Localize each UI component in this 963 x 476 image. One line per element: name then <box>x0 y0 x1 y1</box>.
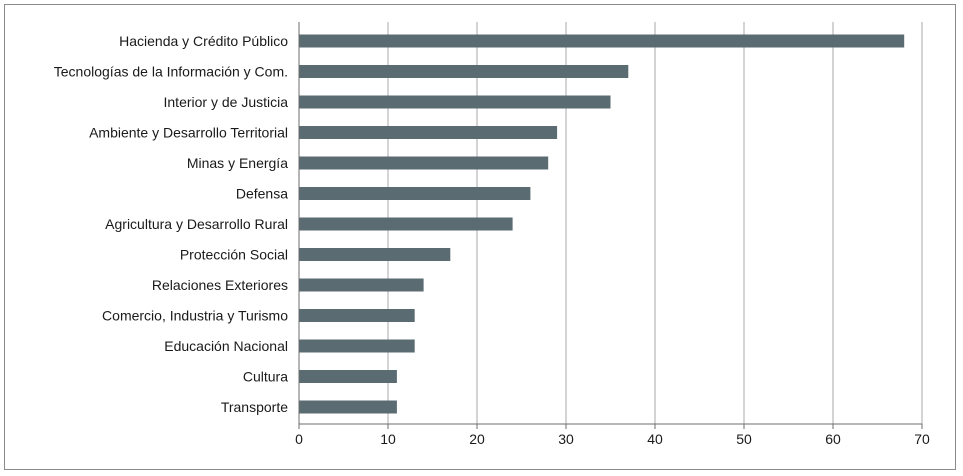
category-label-7: Protección Social <box>180 247 288 263</box>
bar-1 <box>299 65 629 78</box>
grid-lines <box>387 22 923 424</box>
tick-label-0: 0 <box>295 431 303 447</box>
chart-frame <box>4 4 956 470</box>
bar-12 <box>299 400 397 414</box>
tick-label-20: 20 <box>469 431 485 447</box>
tick-label-60: 60 <box>825 431 841 447</box>
bar-3 <box>299 126 558 139</box>
category-label-10: Educación Nacional <box>164 338 288 354</box>
bar-10 <box>299 339 415 353</box>
category-labels: Hacienda y Crédito Público Tecnologías de… <box>54 33 288 415</box>
category-label-4: Minas y Energía <box>187 155 288 171</box>
bars <box>299 34 905 414</box>
x-axis: 0 10 20 30 40 50 60 70 <box>295 22 930 447</box>
tick-label-40: 40 <box>647 431 663 447</box>
category-label-11: Cultura <box>243 369 288 385</box>
category-label-9: Comercio, Industria y Turismo <box>102 308 288 324</box>
bar-8 <box>299 278 424 292</box>
category-label-0: Hacienda y Crédito Público <box>119 33 288 49</box>
bar-5 <box>299 187 531 200</box>
bar-6 <box>299 217 513 231</box>
bar-2 <box>299 95 611 109</box>
bar-9 <box>299 309 415 322</box>
category-label-3: Ambiente y Desarrollo Territorial <box>89 125 288 141</box>
category-label-8: Relaciones Exteriores <box>152 277 288 293</box>
bar-4 <box>299 156 549 170</box>
bar-11 <box>299 370 397 383</box>
tick-label-50: 50 <box>736 431 752 447</box>
category-label-6: Agricultura y Desarrollo Rural <box>105 216 288 232</box>
bar-0 <box>299 34 905 48</box>
tick-label-10: 10 <box>380 431 396 447</box>
category-label-12: Transporte <box>221 399 288 415</box>
tick-label-70: 70 <box>914 431 930 447</box>
tick-label-30: 30 <box>558 431 574 447</box>
category-label-5: Defensa <box>236 186 288 202</box>
category-label-1: Tecnologías de la Información y Com. <box>54 64 288 80</box>
category-label-2: Interior y de Justicia <box>164 94 289 110</box>
bar-7 <box>299 248 451 261</box>
